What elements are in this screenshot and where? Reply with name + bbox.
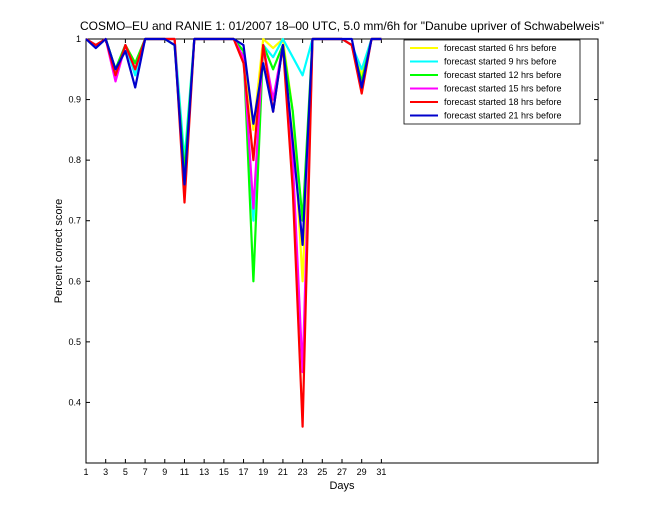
x-tick-label: 7 [143,467,148,477]
x-tick-label: 17 [239,467,249,477]
x-tick-label: 21 [278,467,288,477]
x-tick-label: 23 [298,467,308,477]
x-tick-label: 13 [199,467,209,477]
series-line-6 [85,37,382,246]
y-tick-label: 0.6 [68,276,81,286]
x-tick-label: 29 [357,467,367,477]
legend-box [403,39,581,125]
x-tick-label: 27 [337,467,347,477]
x-tick-label: 1 [83,467,88,477]
y-tick-label: 0.8 [68,155,81,165]
x-tick-label: 5 [123,467,128,477]
y-axis-label: Percent correct score [53,199,65,304]
y-tick-label: 0.5 [68,337,81,347]
x-tick-label: 19 [258,467,268,477]
x-tick-label: 31 [376,467,386,477]
y-tick-label: 0.7 [68,216,81,226]
legend-label-2: forecast started 9 hrs before [444,57,557,67]
x-axis-label: Days [329,480,355,492]
y-tick-label: 0.9 [68,95,81,105]
chart-title: COSMO–EU and RANIE 1: 01/2007 18–00 UTC,… [80,19,604,33]
x-tick-label: 3 [103,467,108,477]
legend-label-4: forecast started 15 hrs before [444,84,562,94]
legend-label-5: forecast started 18 hrs before [444,97,562,107]
x-tick-label: 15 [219,467,229,477]
x-tick-label: 11 [180,467,189,477]
x-tick-label: 9 [162,467,167,477]
x-tick-label: 25 [317,467,327,477]
legend-label-1: forecast started 6 hrs before [444,43,557,53]
y-tick-label: 0.4 [68,397,81,407]
legend-label-6: forecast started 21 hrs before [444,111,562,121]
legend-label-3: forecast started 12 hrs before [444,70,562,80]
y-tick-label: 1 [76,34,81,44]
legend: forecast started 6 hrs before forecast st… [403,39,581,125]
